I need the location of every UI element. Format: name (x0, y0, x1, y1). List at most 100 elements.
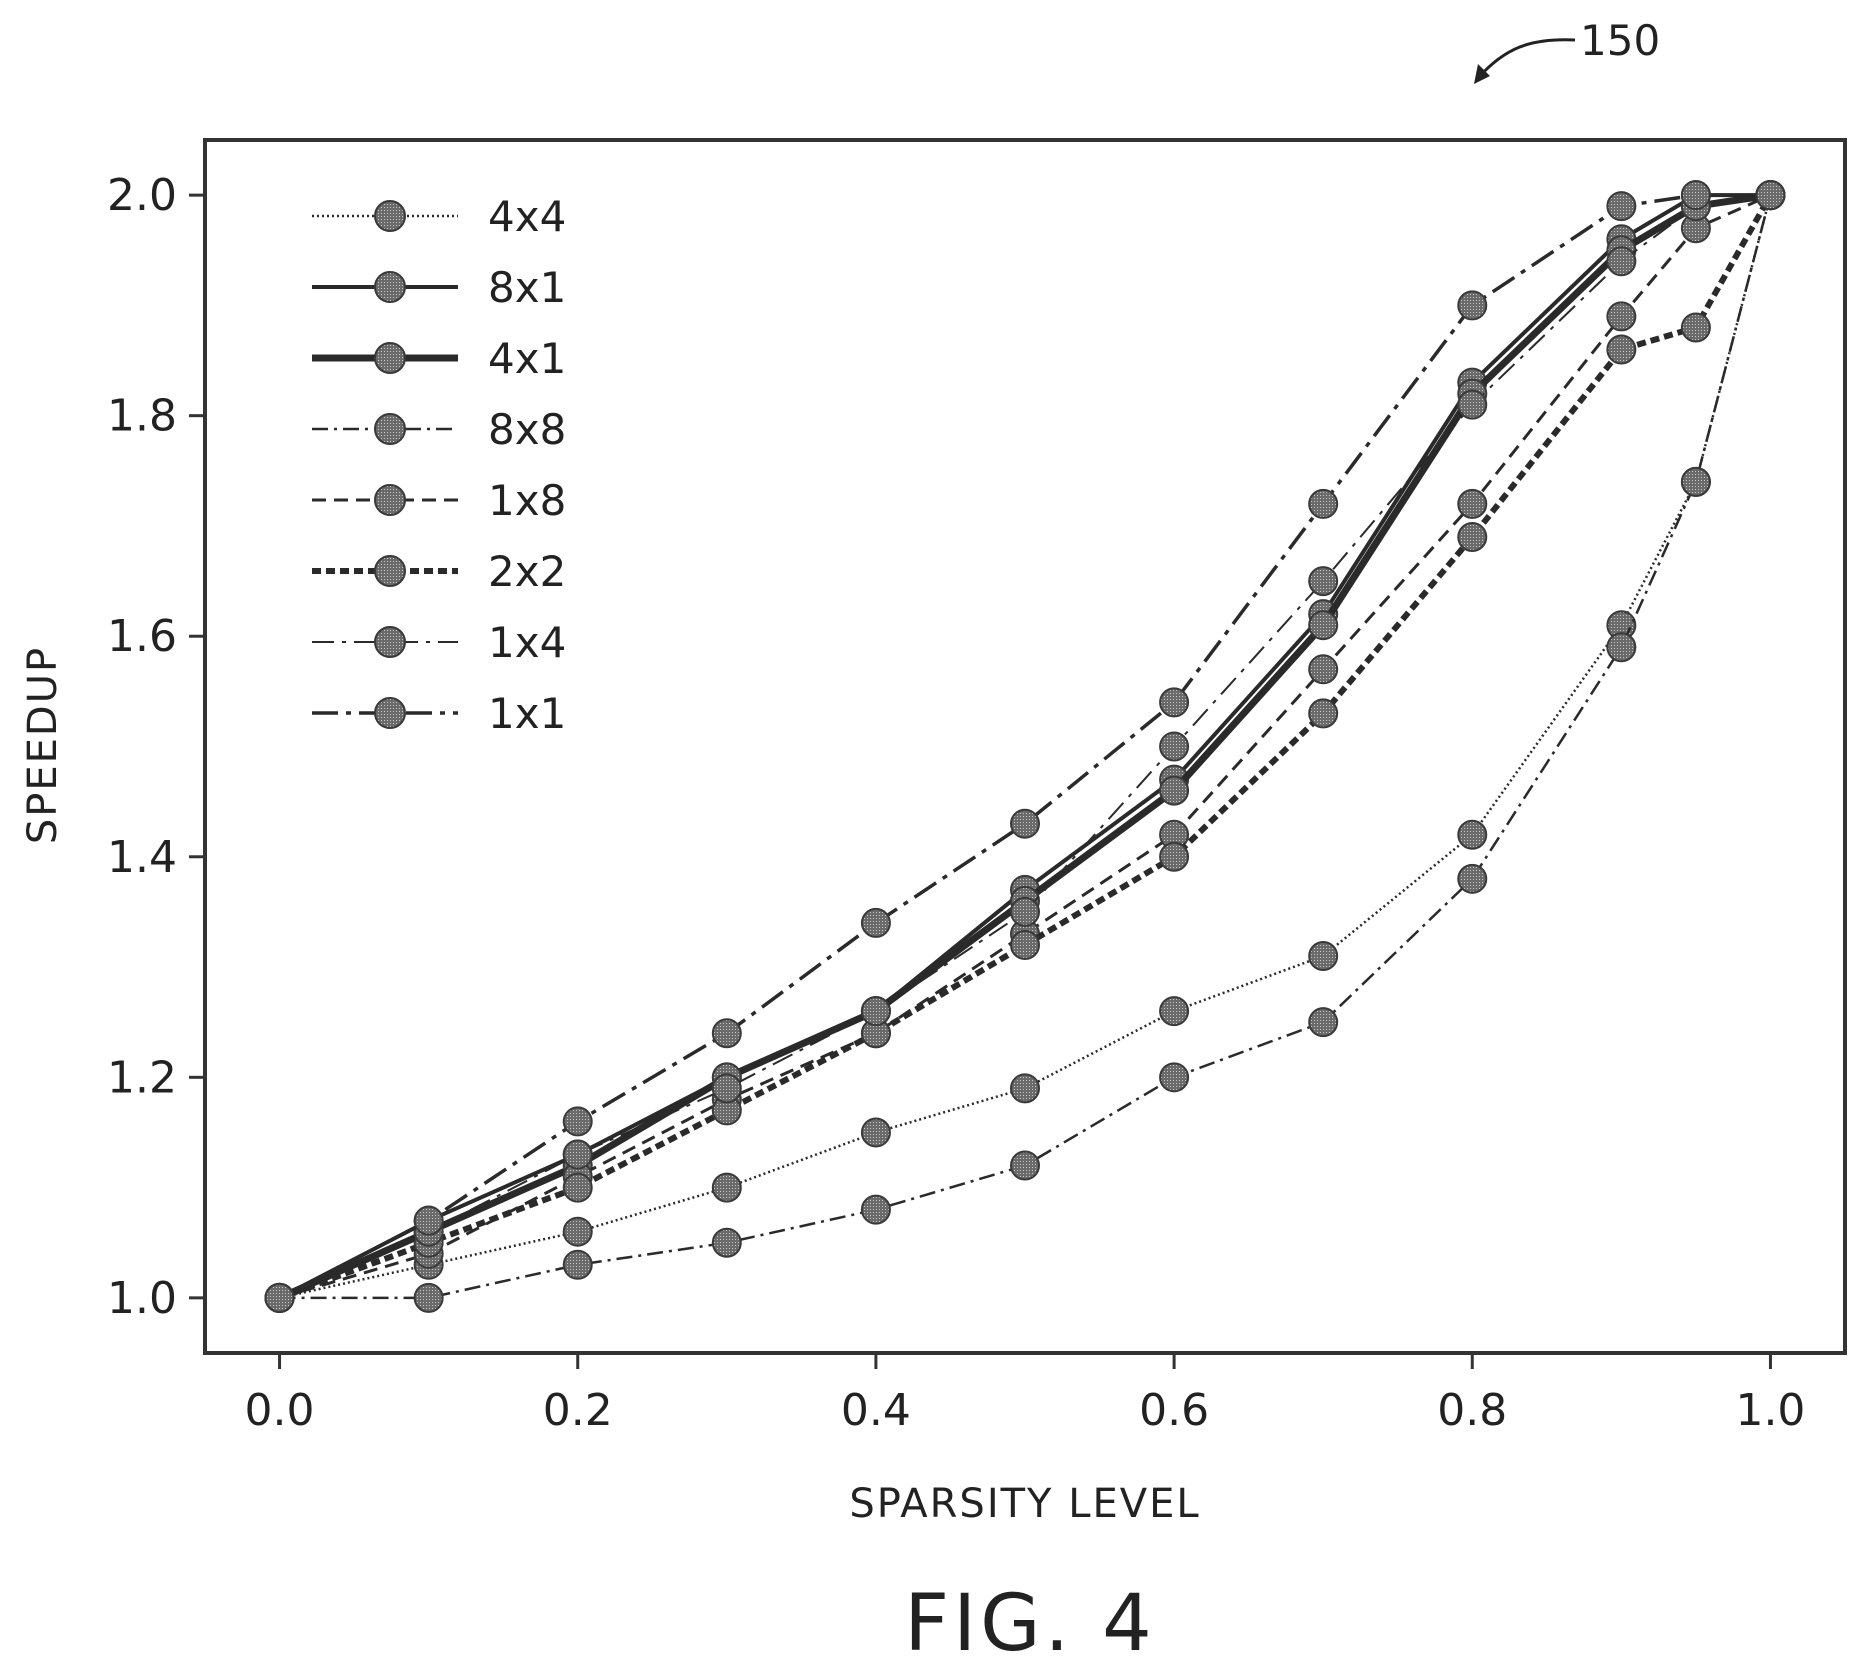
x-tick-label: 0.8 (1437, 1385, 1507, 1436)
legend: 4x4 8x1 4x1 8x8 1x8 2x2 1x4 1x1 (312, 192, 566, 738)
data-point (562, 1139, 593, 1170)
data-point (711, 1227, 742, 1258)
legend-marker (374, 271, 406, 303)
legend-label: 4x4 (488, 192, 566, 241)
data-point (1457, 521, 1488, 552)
data-point (1606, 334, 1637, 365)
x-tick-label: 1.0 (1735, 1385, 1805, 1436)
data-point (1457, 819, 1488, 850)
legend-item-4x4: 4x4 (312, 192, 566, 241)
data-point (1457, 863, 1488, 894)
legend-marker (374, 484, 406, 516)
legend-item-8x8: 8x8 (312, 405, 566, 454)
legend-marker (374, 200, 406, 232)
legend-marker (374, 342, 406, 374)
x-tick-label: 0.6 (1139, 1385, 1209, 1436)
reference-numeral-group: 150 (1474, 16, 1660, 84)
data-point (1010, 808, 1040, 839)
reference-numeral: 150 (1580, 16, 1660, 65)
data-point (860, 996, 891, 1027)
y-axis-title: SPEEDUP (20, 646, 66, 844)
data-point (1159, 731, 1190, 762)
data-point (1308, 488, 1339, 519)
legend-item-1x8: 1x8 (312, 476, 566, 525)
series-line (279, 194, 1772, 1300)
series-layer (264, 180, 1786, 1313)
y-tick-label: 1.0 (107, 1273, 177, 1324)
data-point (1680, 180, 1711, 211)
data-point (1010, 1150, 1040, 1181)
data-point (264, 1282, 295, 1313)
legend-label: 1x1 (488, 689, 566, 738)
legend-label: 1x8 (488, 476, 566, 525)
data-point (413, 1205, 444, 1236)
series-line (278, 193, 1774, 1301)
data-point (1159, 687, 1190, 718)
legend-item-1x4: 1x4 (312, 618, 566, 667)
legend-label: 8x1 (488, 263, 566, 312)
data-point (1308, 698, 1339, 729)
reference-arrowhead (1474, 64, 1490, 84)
figure-label: FIG. 4 (904, 1579, 1156, 1666)
data-point (562, 1172, 593, 1203)
data-point (1457, 290, 1488, 321)
data-point (1159, 775, 1190, 806)
x-tick-label: 0.4 (841, 1385, 911, 1436)
data-point (562, 1216, 593, 1247)
x-axis-title: SPARSITY LEVEL (849, 1481, 1200, 1527)
series-1x1 (264, 180, 1786, 1313)
data-point (413, 1282, 444, 1313)
legend-item-4x1: 4x1 (312, 334, 566, 383)
data-point (1010, 929, 1040, 960)
x-tick-label: 0.2 (543, 1385, 613, 1436)
y-tick-label: 1.2 (107, 1052, 177, 1103)
data-point (1010, 896, 1040, 927)
data-point (1159, 841, 1190, 872)
legend-marker (374, 626, 406, 658)
legend-label: 4x1 (488, 334, 566, 383)
data-point (1308, 610, 1339, 641)
data-point (1010, 1073, 1040, 1104)
legend-label: 1x4 (488, 618, 566, 667)
data-point (1680, 466, 1711, 497)
data-point (1159, 1062, 1190, 1093)
data-point (1457, 488, 1488, 519)
data-point (1755, 180, 1786, 211)
legend-item-8x1: 8x1 (312, 263, 566, 312)
reference-arrow (1476, 38, 1576, 80)
legend-item-1x1: 1x1 (312, 689, 566, 738)
data-point (1308, 654, 1339, 685)
data-point (1606, 301, 1637, 332)
data-point (1606, 246, 1637, 277)
y-tick-label: 1.6 (107, 611, 177, 662)
data-point (711, 1172, 742, 1203)
series-line (279, 193, 1772, 1300)
y-tick-label: 1.4 (107, 832, 177, 883)
series-line (278, 193, 1771, 1300)
data-point (860, 1117, 891, 1148)
legend-label: 2x2 (488, 547, 566, 596)
y-tick-label: 1.8 (107, 391, 177, 442)
x-tick-label: 0.0 (245, 1385, 315, 1436)
series-line (279, 194, 1771, 1299)
data-point (860, 1194, 891, 1225)
data-point (1457, 389, 1488, 420)
data-point (1159, 996, 1190, 1027)
y-tick-label: 2.0 (107, 170, 177, 221)
data-point (860, 907, 891, 938)
data-point (711, 1018, 742, 1049)
data-point (1308, 566, 1339, 597)
legend-marker (374, 413, 406, 445)
legend-marker (374, 555, 406, 587)
axis-ticks: 0.0 0.2 0.4 0.6 0.8 1.0 1.0 1.2 1.4 1.6 1.8 2.0 (107, 170, 1805, 1436)
legend-label: 8x8 (488, 405, 566, 454)
data-point (1606, 632, 1637, 663)
data-point (562, 1249, 593, 1280)
data-point (1606, 191, 1637, 222)
data-point (1308, 941, 1339, 972)
legend-item-2x2: 2x2 (312, 547, 566, 596)
data-point (711, 1073, 742, 1104)
data-point (562, 1106, 593, 1137)
legend-marker (374, 697, 406, 729)
